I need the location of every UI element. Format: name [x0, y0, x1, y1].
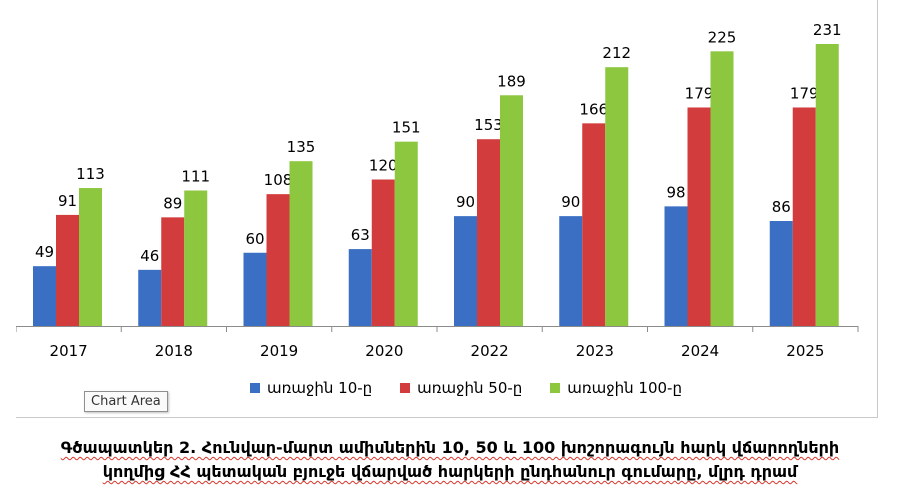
legend-item-top10: առաջին 10-ը	[250, 379, 372, 397]
bar-2024-series-2	[710, 51, 734, 326]
data-label-2024-series-0: 98	[666, 183, 685, 201]
legend-item-top50: առաջին 50-ը	[400, 379, 522, 397]
data-label-2020-series-2: 151	[392, 119, 421, 137]
bar-2022-series-0	[454, 216, 477, 326]
data-label-2022-series-2: 189	[497, 72, 526, 90]
bar-2017-series-2	[79, 188, 102, 326]
bar-2019-series-0	[243, 252, 267, 326]
legend-label-top100: առաջին 100-ը	[567, 379, 682, 397]
data-label-2020-series-1: 120	[369, 157, 398, 175]
bar-2024-series-0	[664, 206, 688, 326]
bar-2019-series-2	[289, 161, 313, 326]
data-label-2019-series-1: 108	[264, 171, 293, 189]
bar-2022-series-2	[500, 95, 523, 326]
data-label-2022-series-1: 153	[474, 116, 503, 134]
legend: առաջին 10-ը առաջին 50-ը առաջին 100-ը	[236, 376, 696, 400]
bar-2025-series-0	[769, 221, 793, 326]
data-label-2018-series-2: 111	[181, 167, 210, 185]
bar-chart: 49 91 113 2017 46 89 111 2018 60 108 135 2019 63 120 1…	[16, 21, 859, 360]
legend-item-top100: առաջին 100-ը	[550, 379, 682, 397]
bar-2022-series-1	[477, 139, 500, 326]
bar-2025-series-1	[792, 107, 816, 326]
x-tick-label-2017: 2017	[50, 342, 88, 360]
data-label-2024-series-2: 225	[708, 28, 737, 46]
bar-2018-series-0	[138, 269, 162, 326]
bar-2017-series-0	[33, 266, 56, 326]
bar-2019-series-1	[266, 194, 290, 326]
caption-line-2: կողմից ՀՀ պետական բյուջե վճարված հարկերի…	[102, 462, 798, 481]
data-label-2025-series-2: 231	[813, 21, 842, 39]
x-tick-label-2022: 2022	[471, 342, 509, 360]
data-label-2020-series-0: 63	[351, 226, 370, 244]
figure-caption: Գծապատկեր 2. Հունվար-մարտ ամիսներին 10, …	[0, 436, 900, 484]
data-label-2024-series-1: 179	[685, 84, 714, 102]
data-label-2023-series-2: 212	[602, 44, 631, 62]
data-label-2017-series-1: 91	[58, 192, 77, 210]
data-label-2017-series-2: 113	[76, 165, 105, 183]
data-label-2018-series-0: 46	[140, 247, 159, 265]
chart-area[interactable]: 49 91 113 2017 46 89 111 2018 60 108 135 2019 63 120 1…	[16, 0, 878, 418]
chart-area-tooltip: Chart Area	[84, 391, 168, 412]
data-label-2018-series-1: 89	[163, 194, 182, 212]
bar-2020-series-0	[348, 249, 372, 326]
x-tick-label-2024: 2024	[681, 342, 719, 360]
caption-line-1: Գծապատկեր 2. Հունվար-մարտ ամիսներին 10, …	[60, 438, 840, 457]
x-tick-label-2023: 2023	[576, 342, 614, 360]
bar-2020-series-2	[394, 141, 418, 326]
legend-label-top50: առաջին 50-ը	[417, 379, 523, 397]
bar-2023-series-2	[605, 67, 629, 327]
legend-swatch-top100	[550, 383, 561, 393]
bar-2023-series-1	[582, 123, 606, 326]
x-tick-label-2025: 2025	[786, 342, 824, 360]
data-label-2023-series-0: 90	[561, 193, 580, 211]
x-tick-label-2020: 2020	[365, 342, 403, 360]
bar-2020-series-1	[371, 179, 395, 326]
data-label-2019-series-0: 60	[245, 230, 264, 248]
x-tick-label-2019: 2019	[260, 342, 298, 360]
legend-swatch-top10	[250, 383, 261, 393]
bar-2024-series-1	[687, 107, 711, 326]
data-label-2022-series-0: 90	[456, 193, 475, 211]
data-label-2019-series-2: 135	[287, 138, 316, 156]
legend-label-top10: առաջին 10-ը	[267, 379, 373, 397]
data-label-2025-series-1: 179	[790, 84, 819, 102]
data-label-2023-series-1: 166	[579, 100, 608, 118]
bar-2018-series-1	[161, 217, 185, 326]
legend-swatch-top50	[400, 383, 411, 393]
data-label-2017-series-0: 49	[35, 243, 54, 261]
bar-2025-series-2	[815, 44, 839, 326]
x-tick-label-2018: 2018	[155, 342, 193, 360]
data-label-2025-series-0: 86	[772, 198, 791, 216]
bar-2017-series-1	[56, 214, 79, 326]
bar-2023-series-0	[559, 216, 583, 326]
bar-2018-series-2	[184, 190, 208, 326]
